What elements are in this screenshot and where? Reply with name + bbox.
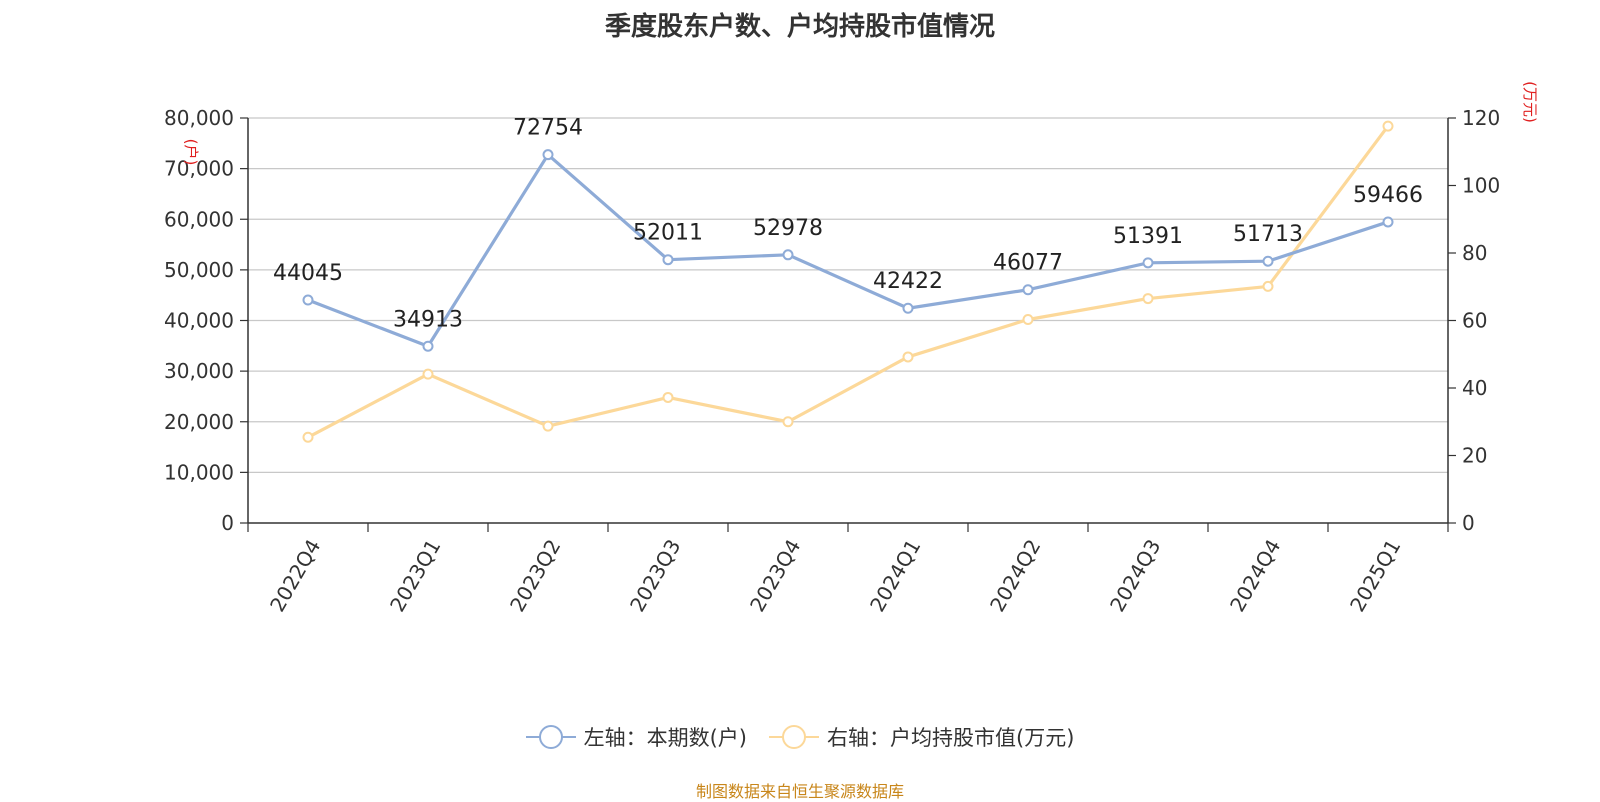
x-tick-label: 2022Q4 — [265, 535, 325, 616]
right-tick-label: 60 — [1462, 309, 1487, 333]
chart-title: 季度股东户数、户均持股市值情况 — [604, 12, 995, 42]
right-series-point[interactable] — [1382, 120, 1394, 132]
data-label: 59466 — [1353, 183, 1423, 208]
left-tick-label: 40,000 — [164, 309, 234, 333]
legend-label-right-series: 右轴：户均持股市值(万元) — [827, 726, 1075, 750]
legend: 左轴：本期数(户) 右轴：户均持股市值(万元) — [0, 722, 1600, 752]
left-series-point[interactable] — [542, 149, 554, 161]
left-tick-label: 30,000 — [164, 359, 234, 383]
x-tick-label: 2024Q1 — [865, 535, 925, 616]
left-series-point[interactable] — [1142, 257, 1154, 269]
left-series-point[interactable] — [902, 302, 914, 314]
x-tick-label: 2023Q3 — [625, 535, 685, 616]
right-series-point[interactable] — [662, 391, 674, 403]
data-label: 52011 — [633, 221, 703, 246]
x-tick-label: 2023Q1 — [385, 535, 445, 616]
right-series-point[interactable] — [1262, 280, 1274, 292]
left-series-line — [307, 153, 1389, 348]
left-series-point[interactable] — [1022, 284, 1034, 296]
x-tick-label: 2024Q4 — [1225, 535, 1285, 616]
left-series-point[interactable] — [1382, 216, 1394, 228]
right-series-point[interactable] — [542, 420, 554, 432]
left-tick-label: 10,000 — [164, 460, 234, 484]
data-label: 46077 — [993, 251, 1063, 276]
series-lines — [302, 120, 1394, 443]
data-label: 42422 — [873, 269, 943, 294]
left-series-point[interactable] — [302, 294, 314, 306]
source-note: 制图数据来自恒生聚源数据库 — [695, 782, 904, 801]
left-tick-label: 50,000 — [164, 258, 234, 282]
right-series-point[interactable] — [1142, 293, 1154, 305]
x-tick-label: 2025Q1 — [1345, 535, 1405, 616]
left-series-point[interactable] — [782, 249, 794, 261]
legend-item-left-series[interactable]: 左轴：本期数(户) — [525, 722, 747, 752]
left-series-point[interactable] — [1262, 255, 1274, 267]
right-series-point[interactable] — [302, 431, 314, 443]
right-tick-label: 100 — [1462, 174, 1500, 198]
left-tick-label: 20,000 — [164, 410, 234, 434]
left-series-point[interactable] — [662, 254, 674, 266]
x-tick-label: 2024Q3 — [1105, 535, 1165, 616]
left-tick-label: 70,000 — [164, 157, 234, 181]
left-tick-label: 60,000 — [164, 207, 234, 231]
left-tick-label: 0 — [221, 511, 234, 535]
x-tick-label: 2024Q2 — [985, 535, 1045, 616]
right-tick-label: 20 — [1462, 444, 1487, 468]
data-label: 34913 — [393, 307, 463, 332]
data-label: 51713 — [1233, 222, 1303, 247]
data-label: 51391 — [1113, 224, 1183, 249]
right-tick-label: 80 — [1462, 241, 1487, 265]
right-axis-unit-label: (万元) — [1521, 81, 1539, 123]
legend-swatch-blue — [525, 725, 576, 749]
right-tick-label: 0 — [1462, 511, 1475, 535]
data-labels: 44045 34913 72754 52011 52978 42422 46077 51391… — [273, 116, 1423, 333]
left-tick-label: 80,000 — [164, 106, 234, 130]
legend-swatch-yellow — [769, 725, 819, 749]
gridlines — [248, 117, 1448, 473]
data-label: 72754 — [513, 116, 583, 141]
legend-item-right-series[interactable]: 右轴：户均持股市值(万元) — [769, 722, 1074, 752]
right-tick-label: 40 — [1462, 376, 1487, 400]
x-tick-label: 2023Q2 — [505, 535, 565, 616]
right-series-point[interactable] — [902, 351, 914, 363]
legend-label-left-series: 左轴：本期数(户) — [583, 726, 747, 750]
data-label: 52978 — [753, 216, 823, 241]
left-series-point[interactable] — [422, 340, 434, 352]
right-series-point[interactable] — [422, 368, 434, 380]
left-axis-unit-label: (户) — [182, 139, 200, 166]
right-series-line — [307, 125, 1390, 439]
right-series-point[interactable] — [1022, 313, 1034, 325]
axes: 0 10,000 20,000 30,000 40,000 50,000 60,000 70,… — [164, 81, 1539, 616]
x-tick-label: 2023Q4 — [745, 535, 805, 616]
right-series-point[interactable] — [782, 416, 794, 428]
right-tick-label: 120 — [1462, 106, 1500, 130]
data-label: 44045 — [273, 261, 343, 286]
